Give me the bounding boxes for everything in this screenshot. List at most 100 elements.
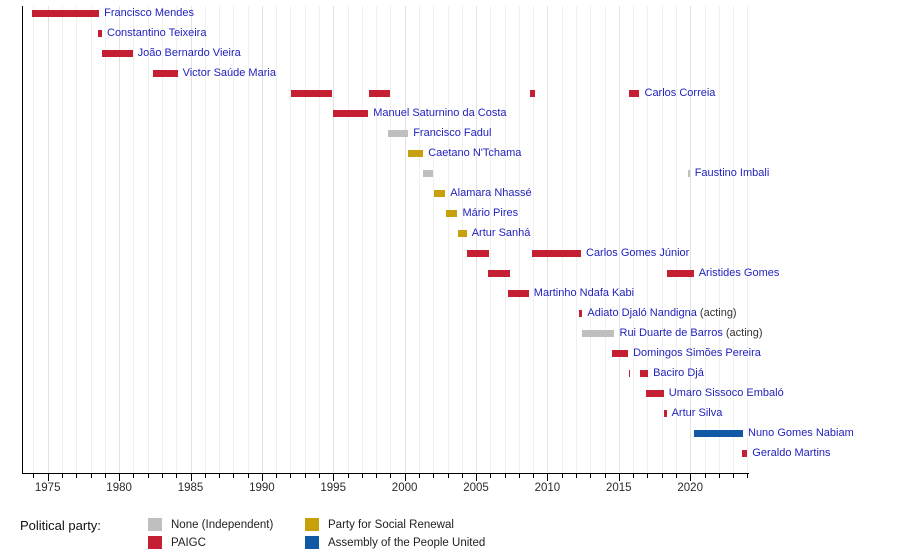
term-bar[interactable] <box>628 90 640 97</box>
gridline-2002 <box>433 6 435 473</box>
term-bar[interactable] <box>693 430 743 437</box>
person-label[interactable]: Mário Pires <box>463 207 519 220</box>
person-name[interactable]: Francisco Fadul <box>413 127 492 139</box>
person-name[interactable]: Aristides Gomes <box>698 267 780 279</box>
person-name[interactable]: Victor Saúde Maria <box>182 67 276 79</box>
person-label[interactable]: Faustino Imbali <box>695 167 770 180</box>
person-label[interactable]: Aristides Gomes <box>699 267 780 280</box>
person-name[interactable]: Adiato Djaló Nandigna <box>587 307 697 319</box>
axis-tick-2011 <box>561 474 563 478</box>
plot-area: 1975 1980 1985 1990 1995 2000 2005 2010 2015 2020… <box>22 6 854 494</box>
term-bar[interactable] <box>666 270 694 277</box>
term-bar[interactable] <box>408 150 424 157</box>
term-bar[interactable] <box>488 270 511 277</box>
person-label[interactable]: Manuel Saturnino da Costa <box>373 107 506 120</box>
person-label[interactable]: Artur Sanhá <box>472 227 531 240</box>
term-bar[interactable] <box>153 70 178 77</box>
term-bar[interactable] <box>645 390 664 397</box>
person-name[interactable]: Umaro Sissoco Embaló <box>668 387 784 399</box>
term-bar[interactable] <box>332 110 369 117</box>
axis-tick-2016 <box>633 474 635 478</box>
term-bar[interactable] <box>639 370 649 377</box>
axis-tick-1984 <box>176 474 178 478</box>
term-bar[interactable] <box>612 350 629 357</box>
person-name[interactable]: Domingos Simões Pereira <box>633 347 761 359</box>
term-bar[interactable] <box>532 250 581 257</box>
term-bar[interactable] <box>578 310 583 317</box>
person-name[interactable]: Carlos Correia <box>644 87 716 99</box>
person-label[interactable]: Carlos Correia <box>645 87 716 100</box>
legend-label: Party for Social Renewal <box>328 519 454 531</box>
term-bar[interactable] <box>688 170 690 177</box>
person-name[interactable]: Baciro Djá <box>653 367 704 379</box>
person-label[interactable]: Nuno Gomes Nabiam <box>748 427 854 440</box>
person-label[interactable]: Rui Duarte de Barros (acting) <box>620 327 763 340</box>
person-label[interactable]: Francisco Fadul <box>413 127 491 140</box>
gridline-2012 <box>576 6 577 473</box>
person-label[interactable]: Caetano N'Tchama <box>428 147 521 160</box>
person-name[interactable]: Faustino Imbali <box>694 167 770 179</box>
person-name[interactable]: Martinho Ndafa Kabi <box>533 287 635 299</box>
person-name[interactable]: Alamara Nhassé <box>450 187 532 199</box>
axis-tick-1983 <box>161 474 163 478</box>
person-name[interactable]: João Bernardo Vieira <box>137 47 241 59</box>
person-name[interactable]: Carlos Gomes Júnior <box>586 247 690 259</box>
person-name[interactable]: Artur Silva <box>671 407 723 419</box>
term-bar[interactable] <box>32 10 100 17</box>
axis-tick-2018 <box>661 474 663 478</box>
person-label[interactable]: Alamara Nhassé <box>450 187 531 200</box>
person-label[interactable]: João Bernardo Vieira <box>138 47 241 60</box>
term-bar[interactable] <box>291 90 333 97</box>
term-bar[interactable] <box>508 290 529 297</box>
person-label[interactable]: Umaro Sissoco Embaló <box>669 387 784 400</box>
person-name[interactable]: Mário Pires <box>462 207 519 219</box>
term-bar[interactable] <box>529 90 535 97</box>
axis-tick-1977 <box>76 474 78 478</box>
person-label[interactable]: Francisco Mendes <box>104 7 194 20</box>
axis-tick-2008 <box>518 474 520 478</box>
term-bar[interactable] <box>466 250 490 257</box>
term-bar[interactable] <box>458 230 467 237</box>
person-label[interactable]: Constantino Teixeira <box>107 27 206 40</box>
term-bar[interactable] <box>388 130 409 137</box>
person-name[interactable]: Constantino Teixeira <box>107 27 207 39</box>
term-bar[interactable] <box>422 170 433 177</box>
term-bar[interactable] <box>741 450 748 457</box>
person-name[interactable]: Nuno Gomes Nabiam <box>748 427 854 439</box>
person-name[interactable]: Geraldo Martins <box>752 447 831 459</box>
person-label[interactable]: Victor Saúde Maria <box>183 67 276 80</box>
person-label[interactable]: Carlos Gomes Júnior <box>586 247 689 260</box>
person-name[interactable]: Francisco Mendes <box>104 7 194 19</box>
person-name[interactable]: Caetano N'Tchama <box>428 147 522 159</box>
axis-label-1985: 1985 <box>177 482 204 494</box>
axis-tick-1985 <box>190 474 192 481</box>
gridline-1981 <box>133 6 135 473</box>
gridline-2021 <box>704 6 706 473</box>
gridline-2001 <box>418 6 420 473</box>
term-bar[interactable] <box>433 190 446 197</box>
term-bar[interactable] <box>368 90 390 97</box>
term-bar[interactable] <box>663 410 667 417</box>
person-label[interactable]: Geraldo Martins <box>752 447 830 460</box>
gridline-1987 <box>219 6 220 473</box>
term-bar[interactable] <box>446 210 458 217</box>
term-bar[interactable] <box>102 50 133 57</box>
person-name[interactable]: Rui Duarte de Barros <box>619 327 723 339</box>
axis-tick-2001 <box>418 474 420 478</box>
term-bar[interactable] <box>97 30 102 37</box>
x-axis-line <box>22 473 749 474</box>
gridline-2020 <box>690 6 692 473</box>
person-label[interactable]: Adiato Djaló Nandigna (acting) <box>587 307 736 320</box>
person-label[interactable]: Artur Silva <box>672 407 723 420</box>
gridline-2018 <box>661 6 663 473</box>
acting-suffix: (acting) <box>696 307 737 319</box>
axis-tick-2005 <box>476 474 477 481</box>
person-name[interactable]: Manuel Saturnino da Costa <box>373 107 507 119</box>
term-bar[interactable] <box>582 330 615 337</box>
person-name[interactable]: Artur Sanhá <box>471 227 531 239</box>
person-label[interactable]: Baciro Djá <box>653 367 704 380</box>
term-bar[interactable] <box>628 370 631 377</box>
gridline-1974 <box>33 6 35 473</box>
person-label[interactable]: Martinho Ndafa Kabi <box>534 287 634 300</box>
person-label[interactable]: Domingos Simões Pereira <box>633 347 761 360</box>
